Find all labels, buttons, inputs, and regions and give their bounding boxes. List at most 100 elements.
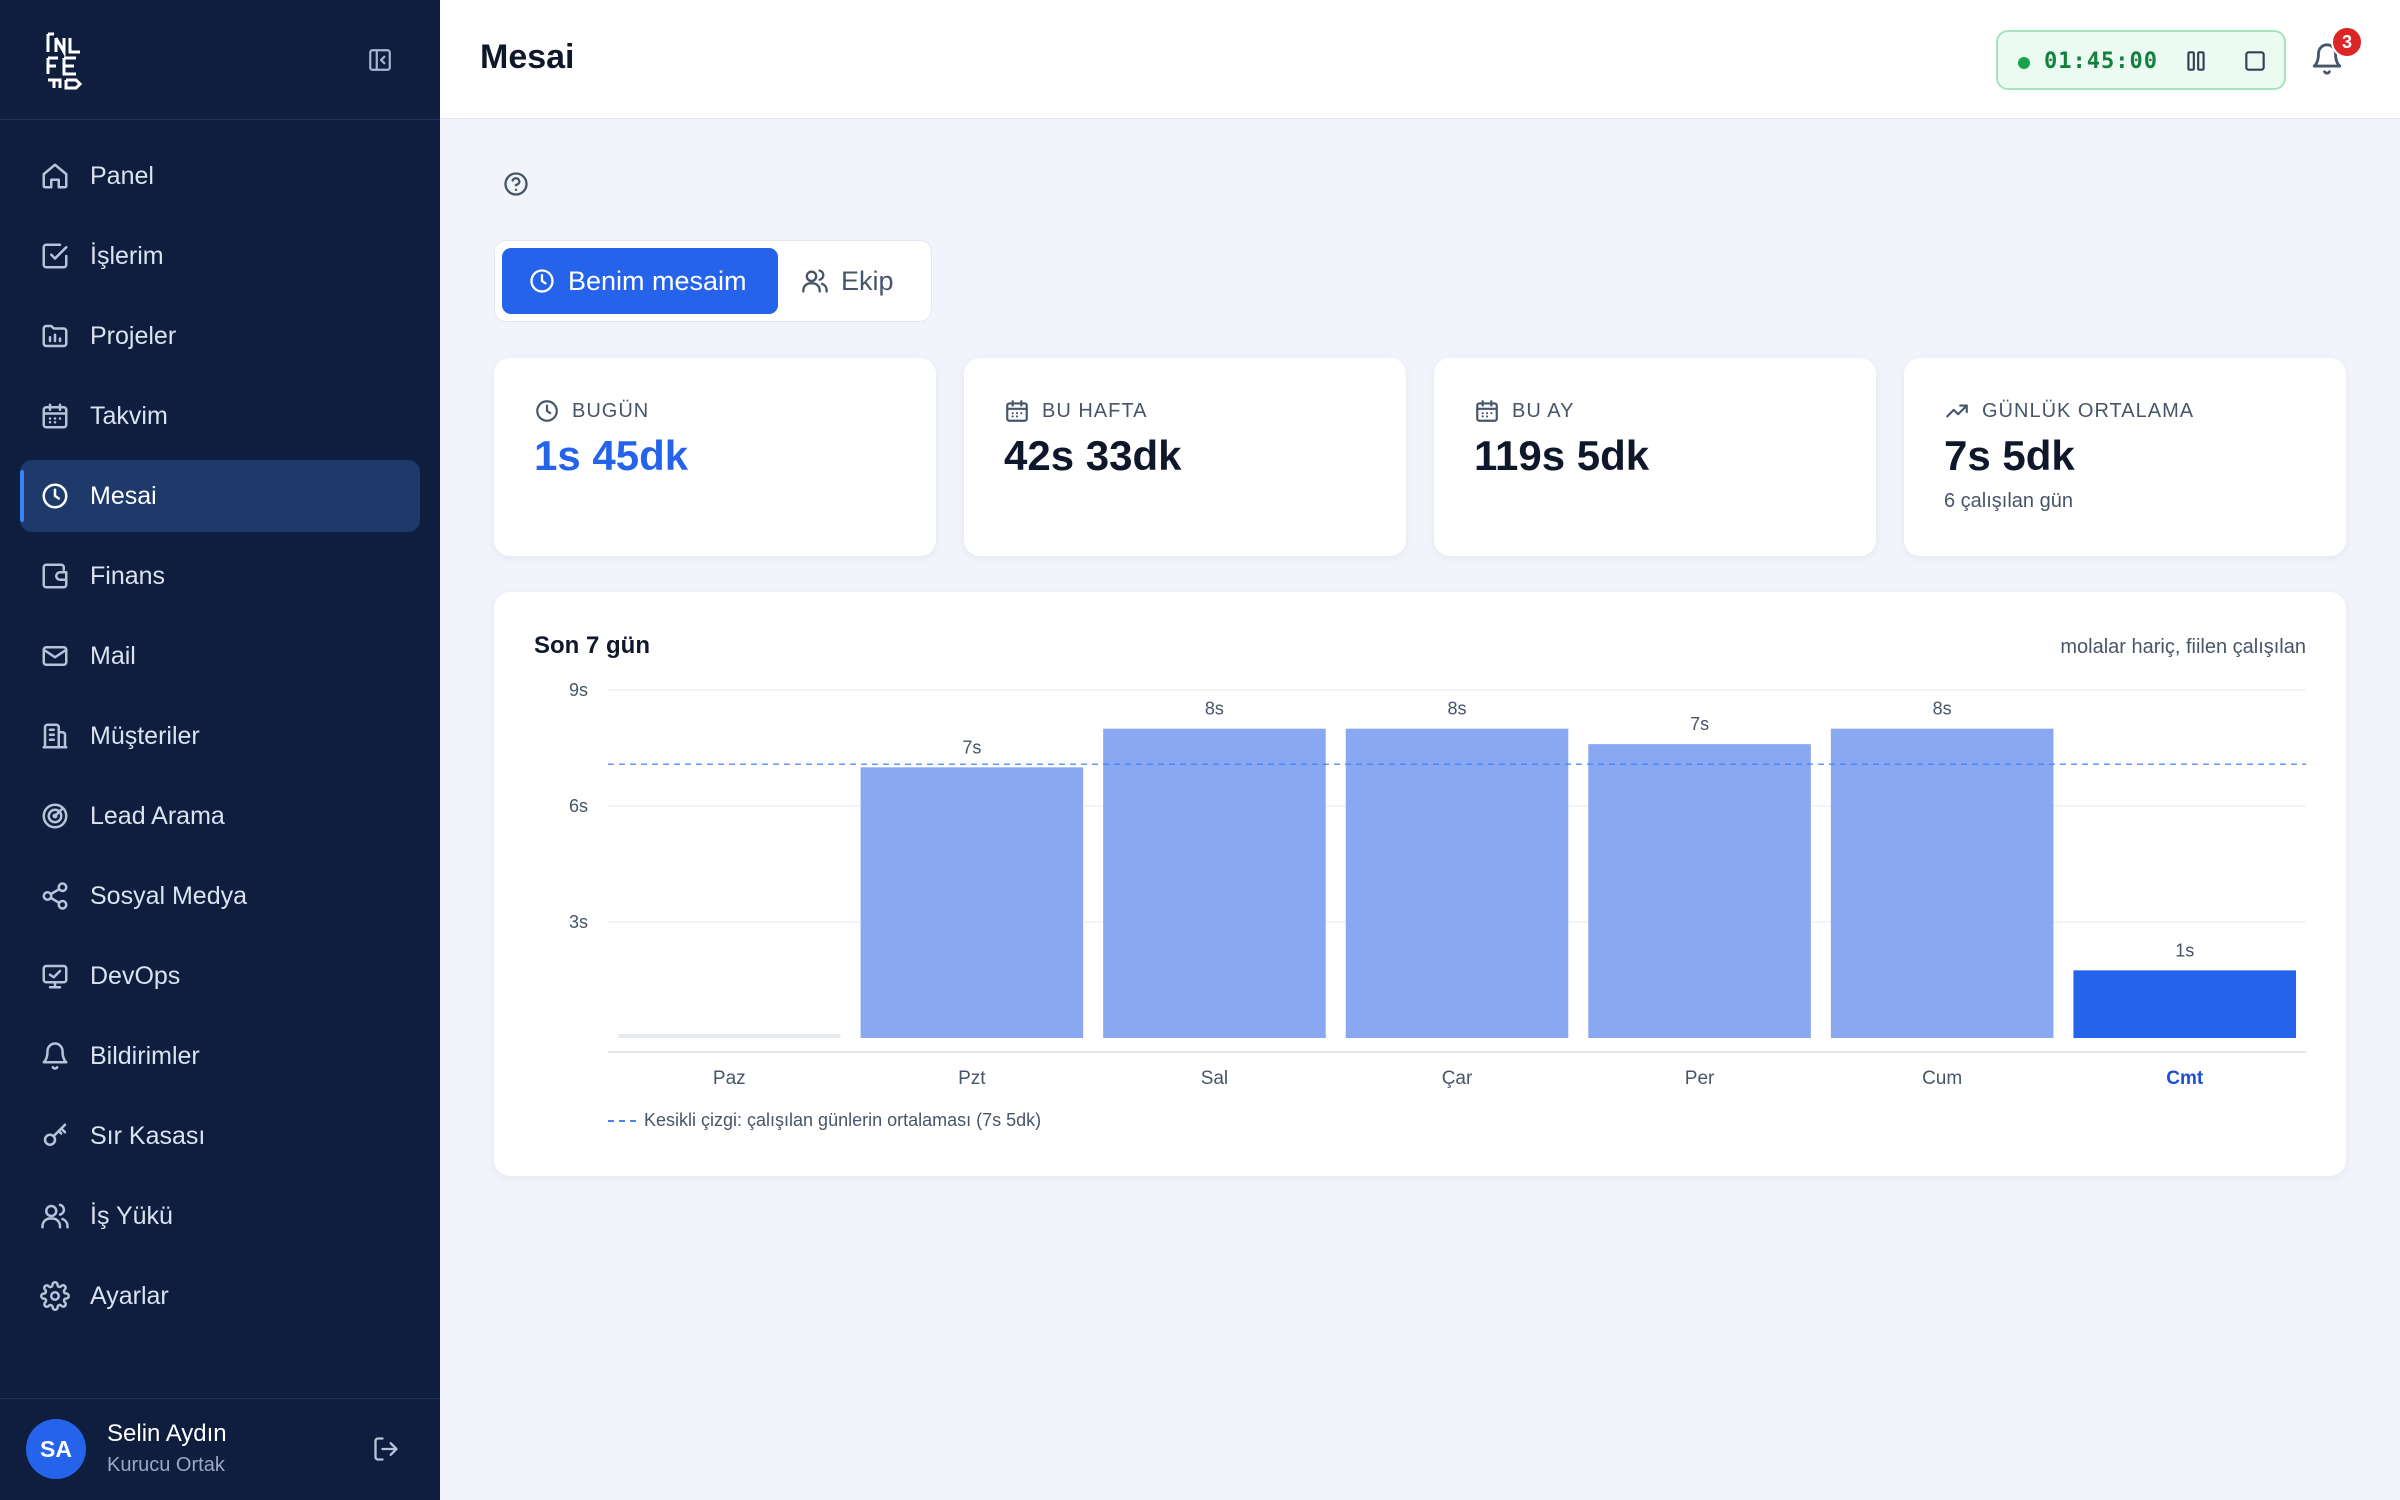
logo-icon[interactable] <box>44 30 88 90</box>
bell-icon <box>40 1041 70 1071</box>
home-icon <box>40 161 70 191</box>
bar-value-label: 8s <box>1205 699 1224 719</box>
sidebar-item-label: Projeler <box>90 321 177 350</box>
x-tick-label: Cmt <box>2166 1068 2204 1089</box>
key-icon <box>40 1121 70 1151</box>
x-tick-label: Sal <box>1201 1068 1228 1089</box>
sidebar-item-is-yuku[interactable]: İş Yükü <box>20 1180 420 1252</box>
avatar[interactable]: SA <box>26 1419 86 1479</box>
sidebar-item-islerim[interactable]: İşlerim <box>20 220 420 292</box>
last-7-days-chart-card: 3s 6s 9s Paz 7s Pzt 8s Sal 8s Çar 7s Per 8s Cum 1s Cmt … <box>494 592 2346 1176</box>
stat-label: BU AY <box>1512 399 1575 422</box>
bar-value-label: 1s <box>2175 940 2194 960</box>
calendar-icon <box>1004 398 1030 424</box>
sidebar-item-label: Mesai <box>90 481 157 510</box>
gear-icon <box>40 1281 70 1311</box>
y-tick-label: 9s <box>569 680 588 700</box>
tab-label: Ekip <box>841 265 894 296</box>
stat-label-row: BUGÜN <box>534 398 649 424</box>
notifications-bell-icon[interactable] <box>2310 42 2344 76</box>
stat-label: BU HAFTA <box>1042 399 1148 422</box>
sidebar-item-label: Takvim <box>90 401 168 430</box>
chart-bar <box>1103 728 1326 1038</box>
share-icon <box>40 881 70 911</box>
pause-icon[interactable] <box>2183 48 2209 74</box>
sidebar-item-panel[interactable]: Panel <box>20 140 420 212</box>
topbar: Mesai 01:45:00 3 <box>440 0 2400 119</box>
stat-card-month: BU AY 119s 5dk <box>1434 358 1876 556</box>
sidebar-item-takvim[interactable]: Takvim <box>20 380 420 452</box>
chart-note: molalar hariç, fiilen çalışılan <box>2060 636 2306 658</box>
work-timer: 01:45:00 <box>1996 30 2286 90</box>
sidebar-item-label: Sır Kasası <box>90 1121 206 1150</box>
sidebar-item-musteriler[interactable]: Müşteriler <box>20 700 420 772</box>
calendar-icon <box>1474 398 1500 424</box>
chart-bar <box>2073 970 2296 1038</box>
sidebar-item-label: DevOps <box>90 961 181 990</box>
sidebar-item-lead-arama[interactable]: Lead Arama <box>20 780 420 852</box>
sidebar-item-sir-kasasi[interactable]: Sır Kasası <box>20 1100 420 1172</box>
sidebar-item-finans[interactable]: Finans <box>20 540 420 612</box>
stat-value: 1s 45dk <box>534 432 689 479</box>
radar-icon <box>40 801 70 831</box>
collapse-sidebar-icon[interactable] <box>367 47 393 73</box>
chart-bar <box>860 767 1084 1038</box>
clock-icon <box>528 267 556 295</box>
sidebar-item-mesai[interactable]: Mesai <box>20 460 420 532</box>
y-tick-label: 6s <box>569 796 588 816</box>
help-icon[interactable] <box>502 170 530 198</box>
tab-team[interactable]: Ekip <box>787 248 917 314</box>
sidebar-item-label: Ayarlar <box>90 1281 169 1310</box>
stat-label-row: BU AY <box>1474 398 1574 424</box>
wallet-icon <box>40 561 70 591</box>
sidebar-item-ayarlar[interactable]: Ayarlar <box>20 1260 420 1332</box>
sidebar-item-label: Bildirimler <box>90 1041 200 1070</box>
logout-icon[interactable] <box>372 1435 400 1463</box>
user-panel: SA Selin Aydın Kurucu Ortak <box>0 1398 440 1500</box>
chart-bar <box>1345 728 1569 1038</box>
stat-value: 7s 5dk <box>1944 432 2075 479</box>
stat-card-daily-average: GÜNLÜK ORTALAMA 7s 5dk 6 çalışılan gün <box>1904 358 2346 556</box>
stop-icon[interactable] <box>2242 48 2268 74</box>
x-tick-label: Per <box>1685 1068 1715 1089</box>
clock-icon <box>40 481 70 511</box>
bar-value-label: 7s <box>1690 714 1709 734</box>
stat-label: BUGÜN <box>572 399 650 422</box>
stat-label-row: BU HAFTA <box>1004 398 1147 424</box>
stat-value: 42s 33dk <box>1004 432 1182 479</box>
timer-running-indicator <box>2018 57 2030 69</box>
user-role: Kurucu Ortak <box>107 1454 225 1476</box>
sidebar-item-label: Mail <box>90 641 136 670</box>
x-tick-label: Cum <box>1922 1068 1962 1089</box>
sidebar-item-label: Lead Arama <box>90 801 225 830</box>
tab-my-timesheet[interactable]: Benim mesaim <box>502 248 778 314</box>
folder-chart-icon <box>40 321 70 351</box>
calendar-icon <box>40 401 70 431</box>
notification-count-badge: 3 <box>2331 26 2363 58</box>
sidebar-item-label: Sosyal Medya <box>90 881 248 910</box>
page-title: Mesai <box>480 38 575 76</box>
sidebar-item-bildirimler[interactable]: Bildirimler <box>20 1020 420 1092</box>
sidebar-item-mail[interactable]: Mail <box>20 620 420 692</box>
stat-subtext: 6 çalışılan gün <box>1944 490 2073 512</box>
sidebar-item-label: İş Yükü <box>90 1201 173 1230</box>
building-icon <box>40 721 70 751</box>
stat-value: 119s 5dk <box>1474 432 1650 479</box>
view-switch: Benim mesaim Ekip <box>494 240 932 322</box>
x-tick-label: Paz <box>713 1068 746 1089</box>
sidebar-item-label: İşlerim <box>90 241 164 270</box>
users-icon <box>40 1201 70 1231</box>
tab-label: Benim mesaim <box>568 265 747 296</box>
sidebar-item-devops[interactable]: DevOps <box>20 940 420 1012</box>
chart-legend: Kesikli çizgi: çalışılan günlerin ortala… <box>608 1110 1041 1131</box>
legend-text: Kesikli çizgi: çalışılan günlerin ortala… <box>644 1110 1042 1130</box>
user-name: Selin Aydın <box>107 1420 227 1447</box>
bar-value-label: 8s <box>1447 699 1466 719</box>
sidebar-item-sosyal-medya[interactable]: Sosyal Medya <box>20 860 420 932</box>
chart-title: Son 7 gün <box>534 632 650 659</box>
sidebar-item-label: Panel <box>90 161 154 190</box>
sidebar-item-projeler[interactable]: Projeler <box>20 300 420 372</box>
stat-card-week: BU HAFTA 42s 33dk <box>964 358 1406 556</box>
mail-icon <box>40 641 70 671</box>
monitor-icon <box>40 961 70 991</box>
